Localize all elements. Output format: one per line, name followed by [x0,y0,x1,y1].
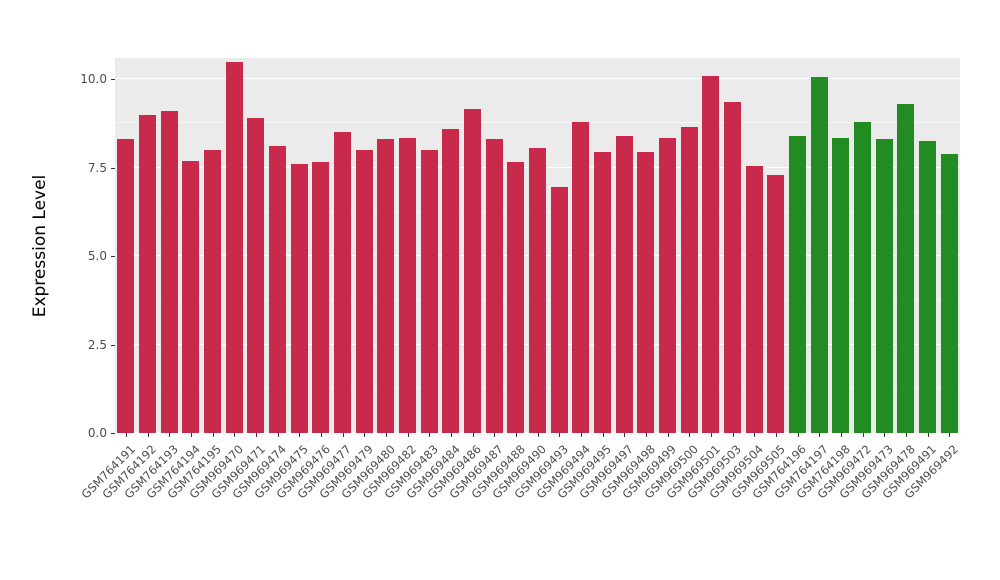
bar-GSM969503 [724,102,741,433]
y-tick-label: 10.0 [80,72,107,87]
y-tick-label: 2.5 [87,337,107,352]
y-axis-title: Expression Level [30,174,50,317]
x-tick-mark [169,433,171,437]
bar-GSM969477 [334,132,351,433]
bar-GSM764196 [789,135,806,433]
x-tick-mark [255,433,257,437]
x-tick-mark [320,433,322,437]
y-tick-mark [111,256,115,258]
y-tick-label: 0.0 [87,426,107,440]
x-tick-mark [125,433,127,437]
x-tick-mark [927,433,929,437]
x-tick-mark [190,433,192,437]
y-tick-mark [111,79,115,81]
x-tick-mark [949,433,951,437]
x-tick-mark [364,433,366,437]
bar-GSM969494 [572,121,590,433]
y-tick-label: 7.5 [87,160,107,175]
y-tick-mark [111,433,115,434]
x-tick-mark [580,433,582,437]
bar-GSM969479 [355,149,373,433]
x-tick-mark [537,433,539,437]
minor-gridline [115,122,960,124]
bar-GSM969486 [464,109,481,433]
bar-GSM969478 [897,104,915,433]
x-tick-mark [299,433,301,437]
bar-GSM969491 [919,141,936,433]
x-tick-mark [450,433,452,437]
y-tick-mark [111,167,115,169]
x-tick-mark [277,433,279,437]
x-tick-mark [385,433,387,437]
x-tick-mark [342,433,344,437]
bar-GSM764195 [204,149,221,433]
bar-GSM969492 [940,153,958,433]
x-tick-mark [710,433,712,437]
bar-GSM969483 [420,149,438,433]
bar-GSM969473 [875,139,893,433]
plot-panel [115,58,960,433]
bar-GSM969470 [225,61,243,433]
x-tick-mark [429,433,431,437]
bar-GSM969495 [594,151,611,433]
x-tick-mark [645,433,647,437]
x-tick-mark [667,433,669,437]
x-tick-mark [472,433,474,437]
bar-GSM969499 [659,137,676,433]
bar-GSM969497 [615,135,633,433]
x-tick-mark [689,433,691,437]
x-tick-mark [494,433,496,437]
bar-GSM969490 [529,148,546,433]
x-tick-mark [407,433,409,437]
x-tick-mark [212,433,214,437]
bar-GSM764192 [139,114,156,433]
bar-GSM969484 [442,128,460,433]
x-tick-mark [754,433,756,437]
x-tick-mark [602,433,604,437]
x-tick-mark [819,433,821,437]
bar-GSM969480 [377,139,395,433]
bar-GSM764191 [117,139,135,433]
bar-GSM764198 [832,137,850,433]
bar-GSM764197 [810,77,828,433]
x-tick-mark [559,433,561,437]
bar-GSM969501 [702,75,720,433]
x-tick-mark [884,433,886,437]
x-tick-mark [797,433,799,437]
bar-GSM764193 [160,111,178,433]
bar-GSM969498 [637,151,655,433]
y-tick-mark [111,344,115,346]
bar-GSM969487 [485,139,503,433]
x-tick-mark [840,433,842,437]
x-tick-mark [905,433,907,437]
bar-GSM764194 [182,160,200,433]
x-tick-mark [862,433,864,437]
x-tick-mark [775,433,777,437]
x-tick-mark [515,433,517,437]
bar-GSM969504 [745,165,763,433]
bar-GSM969493 [550,187,568,433]
bar-GSM969474 [269,146,286,433]
bar-GSM969482 [399,137,416,433]
x-tick-mark [234,433,236,437]
bar-GSM969475 [290,164,308,433]
x-tick-mark [732,433,734,437]
bar-GSM969505 [767,174,785,433]
x-tick-mark [147,433,149,437]
bar-GSM969472 [854,121,871,433]
x-tick-mark [624,433,626,437]
major-gridline [115,78,960,80]
y-tick-label: 5.0 [87,249,107,264]
bar-GSM969500 [680,127,698,433]
bar-GSM969471 [247,118,265,433]
bar-GSM969476 [312,162,330,433]
bar-GSM969488 [507,162,525,433]
